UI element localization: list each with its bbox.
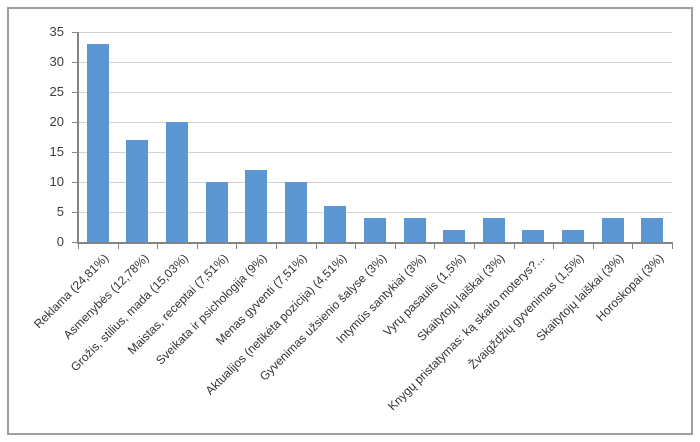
- bar: [562, 230, 584, 242]
- y-axis-tick: [72, 242, 78, 243]
- x-axis-tick: [513, 244, 515, 249]
- y-axis-label-text: 30: [49, 54, 64, 69]
- y-axis-label-text: 5: [56, 204, 64, 219]
- y-axis-tick: [72, 182, 78, 183]
- y-axis-label-text: 25: [49, 84, 64, 99]
- gridline: [78, 182, 672, 183]
- x-axis-line: [77, 242, 673, 244]
- x-axis-tick: [355, 244, 357, 249]
- bar: [205, 182, 228, 242]
- x-axis-tick: [196, 244, 198, 249]
- x-axis-tick: [117, 244, 119, 249]
- x-axis-tick: [157, 244, 159, 249]
- x-axis-tick: [276, 244, 277, 249]
- x-axis-tick: [394, 244, 396, 249]
- x-axis-tick: [592, 244, 594, 249]
- gridline: [78, 32, 672, 33]
- y-axis-tick: [72, 122, 78, 123]
- bar: [284, 182, 307, 242]
- y-axis-label-text: 20: [49, 114, 64, 129]
- x-axis-tick: [434, 244, 436, 249]
- bar: [403, 218, 426, 242]
- bar: [601, 218, 624, 242]
- bar: [166, 122, 188, 242]
- bar: [443, 230, 466, 242]
- y-axis-label-text: 35: [49, 24, 64, 39]
- y-axis-tick: [72, 32, 78, 33]
- x-axis-tick: [474, 244, 475, 249]
- y-axis-label-text: 10: [49, 174, 64, 189]
- bar: [86, 44, 109, 242]
- bar: [126, 140, 149, 242]
- chart-frame: 0 5 10 15 20 25 30 35 Reklama (24,81%) Asmenybės …: [7, 7, 693, 435]
- y-axis-tick: [72, 92, 78, 93]
- x-axis-tick: [78, 244, 79, 249]
- x-axis-tick: [315, 244, 317, 249]
- x-axis-tick: [236, 244, 238, 249]
- y-axis-tick: [72, 152, 78, 153]
- y-axis-label-text: 0: [56, 234, 64, 249]
- gridline: [78, 152, 672, 153]
- gridline: [78, 122, 672, 123]
- y-axis-line: [77, 32, 79, 243]
- gridline: [78, 212, 672, 213]
- bar: [522, 230, 545, 242]
- bar: [364, 218, 386, 242]
- y-axis-tick: [72, 212, 78, 213]
- bar: [324, 206, 347, 242]
- x-axis-tick: [632, 244, 634, 249]
- bar: [482, 218, 505, 242]
- y-axis-tick: [72, 62, 78, 63]
- gridline: [78, 62, 672, 63]
- gridline: [78, 92, 672, 93]
- x-axis-tick: [553, 244, 555, 249]
- y-axis-label-text: 15: [49, 144, 64, 159]
- bar: [641, 218, 664, 242]
- bar: [245, 170, 268, 242]
- x-axis-tick: [672, 244, 673, 249]
